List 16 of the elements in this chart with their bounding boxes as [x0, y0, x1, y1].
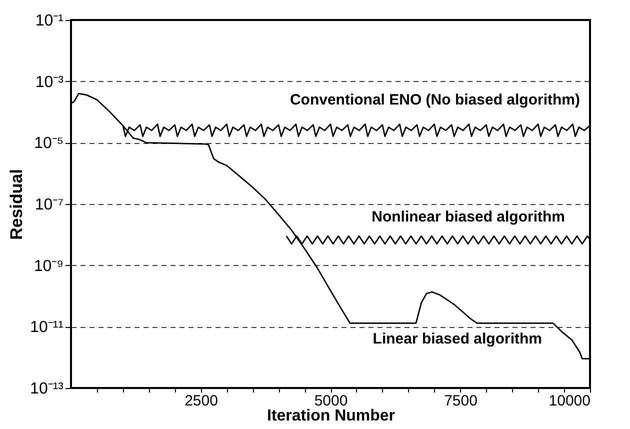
series-label: Linear biased algorithm — [372, 330, 542, 348]
series-label: Nonlinear biased algorithm — [372, 208, 565, 226]
x-tick-label: 2500 — [184, 392, 218, 410]
y-tick-label: 10⁻¹³ — [30, 380, 64, 398]
x-axis-title: Iteration Number — [266, 408, 396, 424]
y-tick-label: 10⁻⁷ — [34, 196, 64, 214]
y-tick-label: 10⁻¹¹ — [30, 319, 64, 336]
y-axis-title: Residual — [7, 169, 26, 240]
series-label: Conventional ENO (No biased algorithm) — [290, 92, 580, 109]
y-tick-label: 10⁻⁵ — [34, 135, 64, 152]
x-tick-label: 10000 — [548, 392, 590, 410]
x-tick-label: 5000 — [314, 392, 348, 410]
y-tick-label: 10⁻³ — [35, 74, 64, 91]
y-tick-label: 10⁻⁹ — [34, 258, 64, 275]
x-tick-label: 7500 — [444, 392, 478, 410]
y-tick-label: 10⁻¹ — [35, 12, 64, 30]
